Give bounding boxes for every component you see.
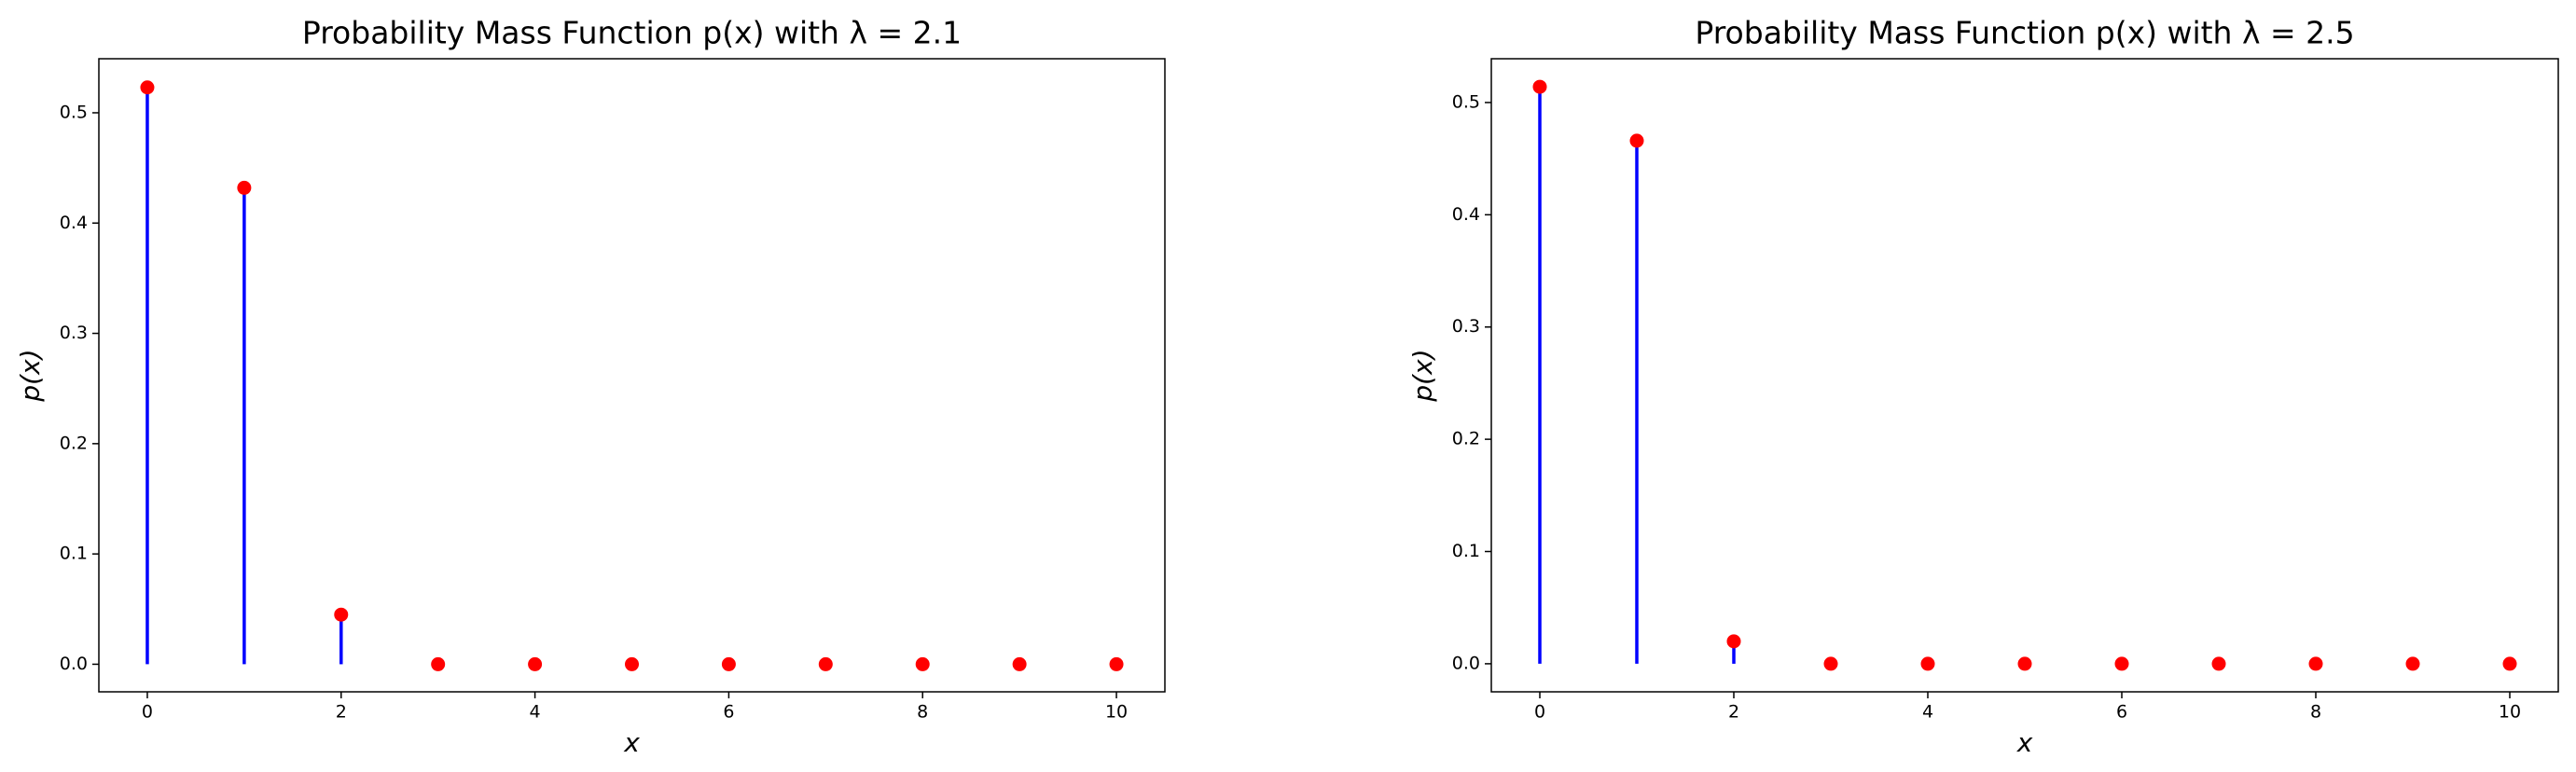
chart-title: Probability Mass Function p(x) with λ = … (1695, 15, 2354, 51)
marker (140, 80, 155, 95)
marker (2211, 656, 2226, 671)
marker (625, 656, 639, 671)
y-tick-label: 0.2 (1452, 429, 1480, 449)
marker (2308, 656, 2323, 671)
axes-frame (1490, 58, 2559, 693)
y-tick-label: 0.0 (60, 654, 88, 674)
x-tick-label: 6 (723, 702, 734, 723)
x-tick-label: 2 (336, 702, 347, 723)
marker (2017, 656, 2032, 671)
marker (818, 656, 833, 671)
y-tick-label: 0.3 (1452, 316, 1480, 337)
marker (2114, 656, 2129, 671)
y-tick-label: 0.4 (1452, 204, 1480, 225)
y-tick-label: 0.0 (1452, 653, 1480, 673)
y-tick-label: 0.3 (60, 323, 88, 343)
y-tick-label: 0.5 (60, 102, 88, 122)
y-tick-label: 0.5 (1452, 91, 1480, 112)
axes-frame (98, 58, 1166, 693)
x-tick-label: 4 (530, 702, 541, 723)
marker (1629, 133, 1644, 148)
chart-title: Probability Mass Function p(x) with λ = … (302, 15, 962, 51)
y-tick-label: 0.1 (60, 544, 88, 564)
marker (431, 656, 446, 671)
marker (1920, 656, 1935, 671)
x-tick-label: 10 (2499, 702, 2521, 723)
x-tick-label: 8 (917, 702, 928, 723)
marker (1109, 656, 1124, 671)
marker (528, 656, 543, 671)
marker (721, 656, 736, 671)
marker (237, 180, 252, 195)
x-tick-label: 0 (142, 702, 153, 723)
marker (1726, 634, 1741, 649)
y-tick-label: 0.4 (60, 213, 88, 233)
y-axis-label: p(x) (1407, 349, 1438, 402)
marker (915, 656, 930, 671)
x-tick-label: 2 (1728, 702, 1739, 723)
y-axis-label: p(x) (15, 349, 46, 402)
y-tick-label: 0.2 (60, 433, 88, 453)
x-tick-label: 4 (1922, 702, 1933, 723)
marker (1823, 656, 1838, 671)
x-axis-label: x (623, 727, 640, 758)
marker (1012, 656, 1027, 671)
x-tick-label: 0 (1534, 702, 1545, 723)
x-tick-label: 6 (2116, 702, 2127, 723)
x-axis-label: x (2016, 727, 2033, 758)
x-tick-label: 10 (1105, 702, 1128, 723)
y-tick-label: 0.1 (1452, 541, 1480, 561)
marker (2405, 656, 2420, 671)
marker (2502, 656, 2517, 671)
x-tick-label: 8 (2310, 702, 2321, 723)
marker (1532, 79, 1547, 94)
marker (334, 607, 349, 622)
